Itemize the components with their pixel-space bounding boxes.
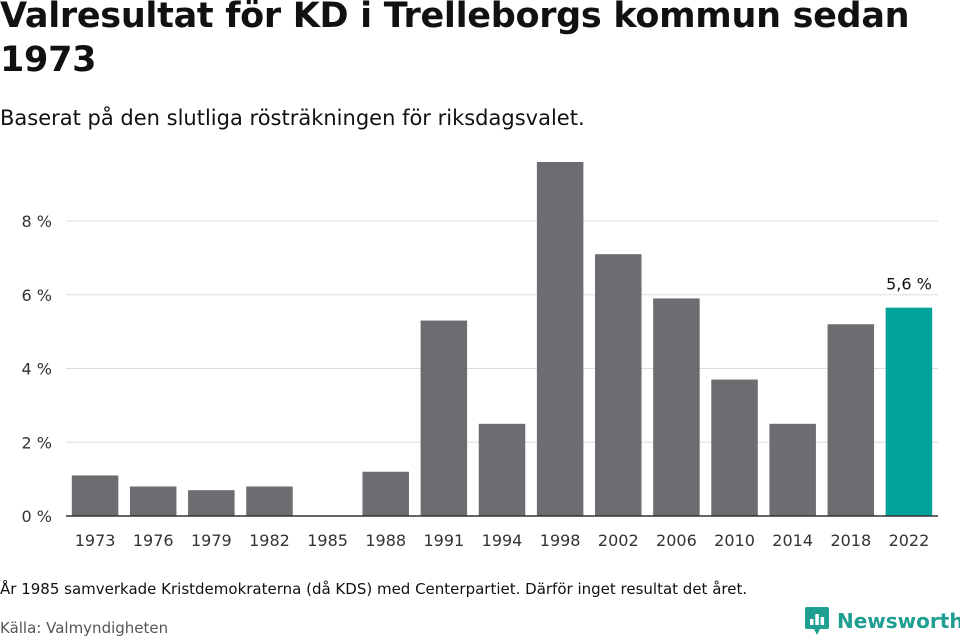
bar-1973	[71, 475, 119, 516]
bar-2010	[711, 379, 758, 516]
y-tick-label: 0 %	[22, 507, 52, 526]
bar-1988	[362, 471, 409, 516]
footnote: År 1985 samverkade Kristdemokraterna (då…	[0, 580, 748, 598]
bar-1979	[188, 490, 235, 516]
x-tick-label: 1991	[424, 531, 465, 550]
x-tick-label: 2002	[598, 531, 639, 550]
x-tick-label: 2018	[830, 531, 871, 550]
y-axis-ticks: 0 % 2 % 4 % 6 % 8 %	[22, 212, 52, 526]
x-tick-label: 1982	[249, 531, 290, 550]
gridlines	[66, 220, 938, 443]
x-tick-label: 1998	[540, 531, 581, 550]
y-tick-label: 4 %	[22, 360, 52, 379]
x-tick-label: 1985	[307, 531, 348, 550]
x-tick-label: 1994	[482, 531, 523, 550]
bar-1976	[129, 486, 177, 516]
x-tick-label: 1979	[191, 531, 232, 550]
data-labels: 5,6 %	[886, 275, 932, 294]
chart-title: Valresultat för KD i Trelleborgs kommun …	[0, 0, 910, 80]
x-tick-label: 1973	[75, 531, 116, 550]
brand-logo[interactable]: Newsworthy	[804, 606, 960, 636]
x-tick-label: 2022	[889, 531, 930, 550]
bar-2006	[653, 298, 700, 516]
bar-2014	[769, 423, 816, 516]
bar-chart: 0 % 2 % 4 % 6 % 8 % 1973 1976 1979 1982 1985 1988…	[22, 162, 938, 550]
source-note: Källa: Valmyndigheten	[0, 619, 169, 637]
y-tick-label: 2 %	[22, 433, 52, 452]
bar-1991	[420, 320, 468, 516]
newsworthy-logo-icon	[805, 607, 829, 635]
bar-1982	[246, 486, 293, 516]
bar-2018	[827, 324, 875, 516]
bars	[71, 162, 933, 516]
x-tick-label: 2006	[656, 531, 697, 550]
x-axis-ticks: 1973 1976 1979 1982 1985 1988 1991 1994 1998 2002…	[75, 531, 930, 550]
data-label-2022: 5,6 %	[886, 275, 932, 294]
bar-1994	[478, 423, 526, 516]
chart-subtitle: Baserat på den slutliga rösträkningen fö…	[0, 106, 585, 130]
x-tick-label: 1988	[365, 531, 406, 550]
bar-2022	[885, 307, 933, 516]
y-tick-label: 8 %	[22, 212, 52, 231]
x-tick-label: 1976	[133, 531, 174, 550]
x-tick-label: 2010	[714, 531, 755, 550]
y-tick-label: 6 %	[22, 286, 52, 305]
brand-name: Newsworthy	[837, 609, 960, 633]
x-tick-label: 2014	[772, 531, 813, 550]
bar-2002	[595, 254, 642, 516]
bar-1998	[536, 162, 584, 516]
